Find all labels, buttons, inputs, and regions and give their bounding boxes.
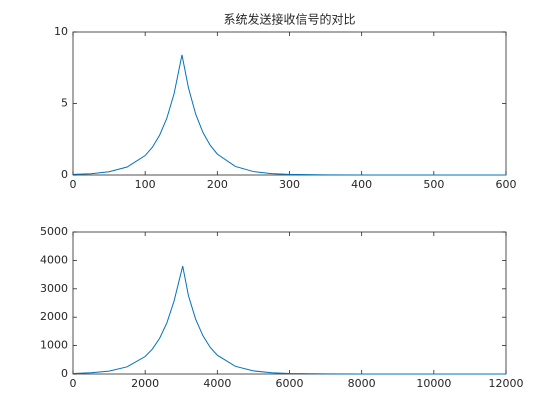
- x-tick-label: 600: [496, 178, 517, 191]
- data-line: [72, 265, 506, 375]
- x-tick-label: 6000: [276, 377, 304, 390]
- y-tick-label: 5: [61, 97, 68, 110]
- x-tick-label: 8000: [348, 377, 376, 390]
- axes-box: [72, 31, 507, 176]
- y-tick-label: 1000: [40, 339, 68, 352]
- data-line: [72, 54, 506, 176]
- x-tick-label: 300: [279, 178, 300, 191]
- x-tick-label: 10000: [416, 377, 451, 390]
- x-tick-label: 0: [70, 178, 77, 191]
- x-tick-label: 2000: [131, 377, 159, 390]
- x-tick-label: 0: [70, 377, 77, 390]
- y-tick-label: 0: [61, 168, 68, 181]
- y-tick-label: 4000: [40, 253, 68, 266]
- x-tick-label: 200: [207, 178, 228, 191]
- y-tick-label: 5000: [40, 225, 68, 238]
- axes-box: [72, 231, 507, 375]
- y-tick-label: 10: [54, 25, 68, 38]
- x-tick-label: 4000: [203, 377, 231, 390]
- x-tick-label: 100: [135, 178, 156, 191]
- x-tick-label: 12000: [489, 377, 524, 390]
- y-tick-label: 3000: [40, 282, 68, 295]
- y-tick-label: 0: [61, 367, 68, 380]
- y-tick-label: 2000: [40, 310, 68, 323]
- x-tick-label: 500: [423, 178, 444, 191]
- chart-title: 系统发送接收信号的对比: [223, 12, 355, 27]
- x-tick-label: 400: [351, 178, 372, 191]
